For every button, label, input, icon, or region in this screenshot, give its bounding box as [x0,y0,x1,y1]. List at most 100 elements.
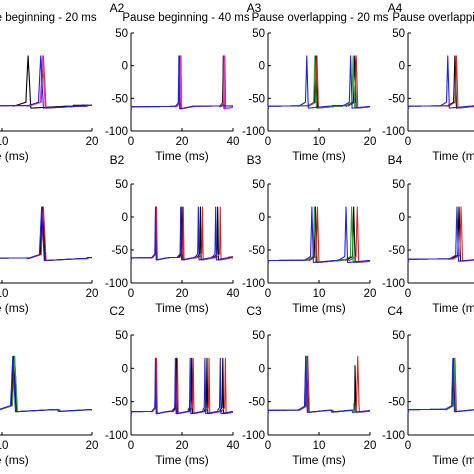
panel-label: C4 [387,304,403,318]
x-tick-label: 0 [128,136,134,148]
y-tick-label: 50 [392,28,405,40]
y-tick-label: -100 [242,278,265,290]
x-tick-label: 10 [313,136,326,148]
panel-label: B3 [247,153,262,167]
x-axis-label: Time (ms) [0,149,29,163]
x-tick-label: 20 [176,440,189,452]
x-tick-label: 20 [364,440,377,452]
panel-title: Pause overlapping [392,12,474,24]
trace-blue [407,206,474,264]
x-tick-label: 20 [176,288,189,300]
trace-green [407,357,474,414]
y-tick-label: 0 [122,212,128,224]
trace-red [130,357,234,416]
trace-red [0,55,93,109]
trace-red [407,206,474,264]
y-tick-label: -50 [388,93,405,105]
y-tick-label: 50 [115,330,128,342]
trace-black [407,55,474,111]
y-tick-label: 0 [122,61,128,73]
y-tick-label: 50 [392,179,405,191]
y-tick-label: -50 [111,397,128,409]
trace-black [267,355,371,415]
chart-panel-a1: 10 20 Time (ms) [0,55,99,163]
trace-blue [407,55,474,111]
chart-panel-a2: -100 -50 0 50 0 20 40 Time (ms) [105,28,239,163]
y-tick-label: -50 [248,245,265,257]
y-tick-label: -100 [242,126,265,138]
chart-panel-c4: -100-50050020Time (ms) [382,330,474,467]
panel-title: Pause beginning - 40 ms [122,12,249,24]
chart-panel-a4: -100-50050020Time (ms) [382,28,474,163]
x-tick-label: 0 [265,440,271,452]
x-tick-label: 20 [176,136,189,148]
x-tick-label: 0 [128,288,134,300]
y-tick-label: 0 [122,363,128,375]
chart-panel-c1: 10 20 Time (ms) [0,355,98,467]
panel-label: A4 [388,1,403,15]
y-tick-label: 50 [252,179,265,191]
x-tick-label: 0 [405,136,411,148]
trace-black [130,357,234,416]
x-axis-label: Time (ms) [155,453,209,467]
x-tick-label: 20 [86,136,99,148]
chart-panel-b1: 10 20 Time (ms) [0,206,99,315]
panel-label: B2 [110,153,125,167]
trace-blue [130,206,234,262]
x-tick-label: 0 [265,136,271,148]
y-tick-label: 0 [399,363,405,375]
y-tick-label: -50 [248,93,265,105]
panel-label: B4 [388,153,403,167]
x-tick-label: 40 [227,136,240,148]
trace-blue [0,55,93,109]
trace-red [407,55,474,111]
trace-blue [0,355,93,413]
y-tick-label: -50 [111,93,128,105]
trace-blue [407,357,474,414]
y-tick-label: -100 [105,430,128,442]
x-axis-label: Time (ms) [292,149,346,163]
chart-panel-c2: -100 -50 0 50 0 20 40 Time (ms) [105,330,239,467]
y-tick-label: 0 [259,212,265,224]
panel-label: C3 [246,304,262,318]
x-tick-label: 10 [0,440,8,452]
trace-black [407,357,474,414]
y-tick-label: -50 [388,245,405,257]
x-axis-label: Time (ms) [432,301,474,315]
y-tick-label: 50 [252,330,265,342]
trace-red [130,55,234,111]
x-axis-label: Time (ms) [0,453,29,467]
x-tick-label: 40 [227,288,240,300]
chart-panel-b4: -100-50050020Time (ms) [382,179,474,315]
y-tick-label: -50 [248,397,265,409]
y-tick-label: -100 [242,430,265,442]
y-tick-label: -50 [388,397,405,409]
x-axis-label: Time (ms) [292,453,346,467]
y-tick-label: 0 [399,212,405,224]
trace-black [407,206,474,264]
chart-panel-a3: -100 -50 0 50 0 10 20 Time (ms) [242,28,376,163]
trace-blue [267,55,371,111]
y-tick-label: 0 [259,363,265,375]
x-tick-label: 20 [364,288,377,300]
y-tick-label: 50 [115,179,128,191]
x-tick-label: 40 [227,440,240,452]
panel-label: A3 [247,1,262,15]
x-tick-label: 0 [128,440,134,452]
y-tick-label: 50 [115,28,128,40]
chart-panel-c3: -100 -50 0 50 0 10 20 Time (ms) [242,330,376,467]
x-axis-label: Time (ms) [0,301,29,315]
x-tick-label: 20 [86,288,99,300]
x-tick-label: 0 [265,288,271,300]
y-tick-label: -100 [382,126,405,138]
x-tick-label: 20 [364,136,377,148]
y-tick-label: 0 [399,61,405,73]
panel-title: Pause beginning - 20 ms [0,12,97,24]
x-tick-label: 0 [405,440,411,452]
trace-blue [267,206,371,265]
y-tick-label: -100 [105,126,128,138]
x-axis-label: Time (ms) [292,301,346,315]
x-tick-label: 10 [0,288,8,300]
y-tick-label: -100 [105,278,128,290]
